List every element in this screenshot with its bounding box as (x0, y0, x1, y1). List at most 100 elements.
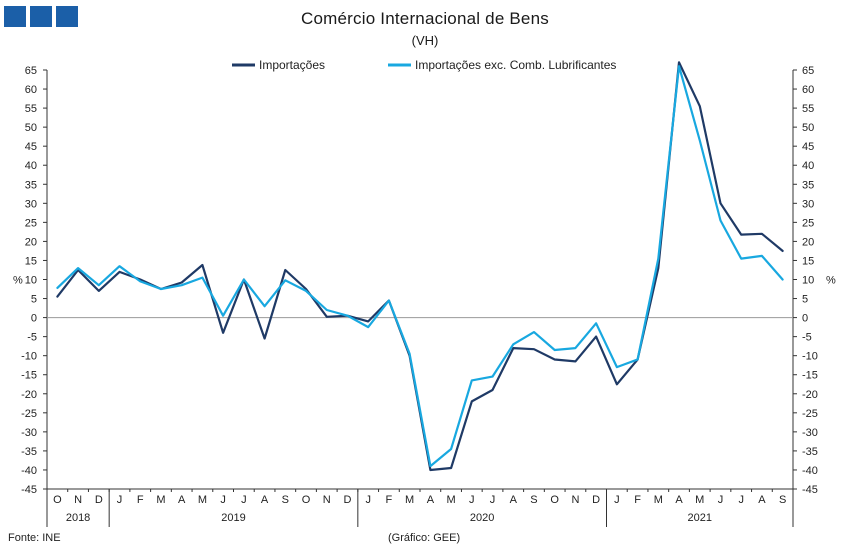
y-tick-label-right: 20 (802, 236, 814, 248)
y-tick-label-left: -45 (21, 484, 37, 496)
y-tick-label-right: -10 (802, 351, 818, 363)
x-month-label: D (343, 494, 351, 506)
y-tick-label-left: 5 (31, 294, 37, 306)
x-month-label: O (550, 494, 559, 506)
y-tick-label-left: 0 (31, 313, 37, 325)
y-tick-label-right: -30 (802, 427, 818, 439)
source-note: Fonte: INE (8, 532, 61, 544)
x-month-label: S (282, 494, 289, 506)
y-tick-label-left: 20 (25, 236, 37, 248)
series-line-importacoes-exc-comb (56, 65, 784, 468)
x-month-label: J (117, 494, 123, 506)
x-month-label: A (675, 494, 683, 506)
y-tick-label-right: 55 (802, 103, 814, 115)
y-tick-label-left: 65 (25, 65, 37, 77)
y-tick-label-left: 10 (25, 275, 37, 287)
x-month-label: M (198, 494, 207, 506)
y-tick-label-left: 35 (25, 179, 37, 191)
x-month-label: J (738, 494, 744, 506)
y-tick-label-right: -15 (802, 370, 818, 382)
y-tick-label-right: -40 (802, 465, 818, 477)
x-year-label: 2020 (470, 512, 494, 524)
y-tick-label-right: 50 (802, 122, 814, 134)
y-tick-label-left: 50 (25, 122, 37, 134)
logo-block-3 (56, 6, 78, 27)
y-tick-label-left: -30 (21, 427, 37, 439)
y-tick-label-right: 5 (802, 294, 808, 306)
x-month-label: D (592, 494, 600, 506)
y-tick-label-left: 30 (25, 198, 37, 210)
y-tick-label-left: 15 (25, 255, 37, 267)
logo-block-1 (4, 6, 26, 27)
y-tick-label-right: -5 (802, 332, 812, 344)
y-axis-title-right: % (826, 275, 836, 287)
y-tick-label-left: 25 (25, 217, 37, 229)
x-month-label: M (654, 494, 663, 506)
x-month-label: O (302, 494, 311, 506)
x-month-label: A (427, 494, 435, 506)
x-month-label: J (490, 494, 496, 506)
y-tick-label-left: 40 (25, 160, 37, 172)
x-month-label: J (220, 494, 226, 506)
x-month-label: M (156, 494, 165, 506)
chart-title: Comércio Internacional de Bens (301, 9, 549, 28)
y-tick-label-left: -35 (21, 446, 37, 458)
y-tick-label-left: -40 (21, 465, 37, 477)
x-month-label: F (386, 494, 393, 506)
legend-label: Importações exc. Comb. Lubrificantes (415, 58, 616, 72)
y-tick-label-left: -20 (21, 389, 37, 401)
y-tick-label-right: -20 (802, 389, 818, 401)
x-month-label: N (571, 494, 579, 506)
y-tick-label-left: -25 (21, 408, 37, 420)
y-tick-label-right: 40 (802, 160, 814, 172)
x-month-label: F (634, 494, 641, 506)
y-tick-label-right: 15 (802, 255, 814, 267)
x-month-label: J (469, 494, 475, 506)
x-month-label: J (614, 494, 620, 506)
y-tick-label-left: -5 (27, 332, 37, 344)
gee-logo (4, 6, 78, 27)
x-month-label: S (530, 494, 537, 506)
y-tick-label-left: 45 (25, 141, 37, 153)
x-month-label: J (365, 494, 371, 506)
y-tick-label-right: 45 (802, 141, 814, 153)
x-month-label: A (261, 494, 269, 506)
y-tick-label-right: 60 (802, 84, 814, 96)
y-tick-label-left: -15 (21, 370, 37, 382)
y-tick-label-left: 55 (25, 103, 37, 115)
graphic-credit: (Gráfico: GEE) (388, 532, 461, 544)
logo-block-2 (30, 6, 52, 27)
x-month-label: A (178, 494, 186, 506)
x-month-label: A (510, 494, 518, 506)
y-tick-label-right: 25 (802, 217, 814, 229)
x-month-label: M (695, 494, 704, 506)
y-tick-label-right: -35 (802, 446, 818, 458)
y-tick-label-left: -10 (21, 351, 37, 363)
y-tick-label-right: -25 (802, 408, 818, 420)
x-month-label: F (137, 494, 144, 506)
y-tick-label-right: -45 (802, 484, 818, 496)
x-month-label: J (718, 494, 724, 506)
x-month-label: A (758, 494, 766, 506)
x-month-label: S (779, 494, 786, 506)
x-month-label: N (74, 494, 82, 506)
x-month-label: J (241, 494, 247, 506)
legend-label: Importações (259, 58, 325, 72)
y-tick-label-right: 0 (802, 313, 808, 325)
y-tick-label-right: 30 (802, 198, 814, 210)
x-year-label: 2019 (221, 512, 245, 524)
y-tick-label-right: 35 (802, 179, 814, 191)
y-axis-title-left: % (13, 275, 23, 287)
chart-subtitle: (VH) (411, 33, 439, 48)
x-month-label: D (95, 494, 103, 506)
y-tick-label-right: 10 (802, 275, 814, 287)
x-month-label: N (323, 494, 331, 506)
y-tick-label-left: 60 (25, 84, 37, 96)
x-year-label: 2021 (688, 512, 712, 524)
y-tick-label-right: 65 (802, 65, 814, 77)
x-year-label: 2018 (66, 512, 90, 524)
x-month-label: M (446, 494, 455, 506)
x-month-label: O (53, 494, 62, 506)
x-month-label: M (405, 494, 414, 506)
